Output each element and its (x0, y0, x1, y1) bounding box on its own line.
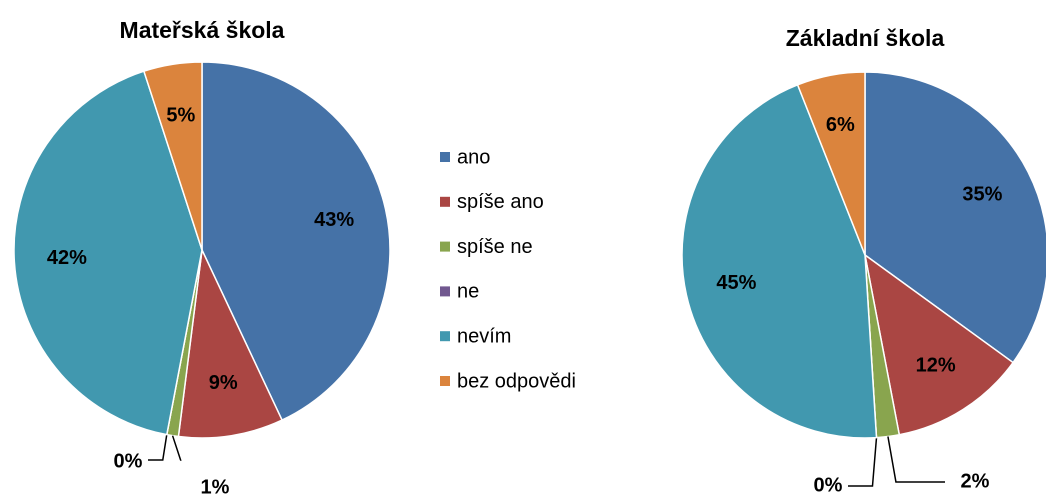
legend-label: ne (457, 281, 479, 303)
leader-line (887, 436, 945, 483)
data-label: 35% (962, 183, 1002, 205)
pie-slice (201, 61, 391, 422)
data-label: 5% (166, 105, 195, 127)
legend-label: bez odpovědi (457, 370, 576, 392)
legend-swatch (440, 376, 450, 386)
chart-title: Základní škola (786, 25, 945, 51)
legend-label: nevím (457, 325, 511, 347)
legend-label: spíše ne (457, 236, 533, 258)
data-label: 0% (114, 450, 143, 472)
data-label: 42% (47, 247, 87, 269)
leader-line (848, 437, 878, 487)
pie-slice (863, 253, 1015, 436)
pie-slice (13, 70, 203, 436)
pie-slice (142, 61, 203, 251)
data-label: 9% (209, 372, 238, 394)
pie-slice (864, 71, 1046, 364)
legend-swatch (440, 152, 450, 162)
data-label: 1% (201, 476, 230, 495)
legend-swatch (440, 196, 450, 207)
data-label: 45% (716, 272, 756, 294)
pie-slice (177, 247, 284, 439)
data-label: 43% (314, 209, 354, 231)
pie-slice (796, 71, 866, 256)
data-label: 6% (826, 114, 855, 136)
pie-slice (681, 83, 878, 439)
legend-swatch (440, 241, 450, 252)
legend-label: spíše ano (457, 191, 544, 213)
data-label: 12% (916, 355, 956, 377)
data-label: 0% (814, 474, 843, 495)
legend-swatch (440, 331, 450, 342)
legend-swatch (440, 286, 450, 297)
chart-title: Mateřská škola (120, 17, 285, 43)
leader-line (148, 434, 168, 461)
legend-label: ano (457, 146, 490, 168)
data-label: 2% (961, 470, 990, 492)
leader-line (171, 435, 182, 461)
